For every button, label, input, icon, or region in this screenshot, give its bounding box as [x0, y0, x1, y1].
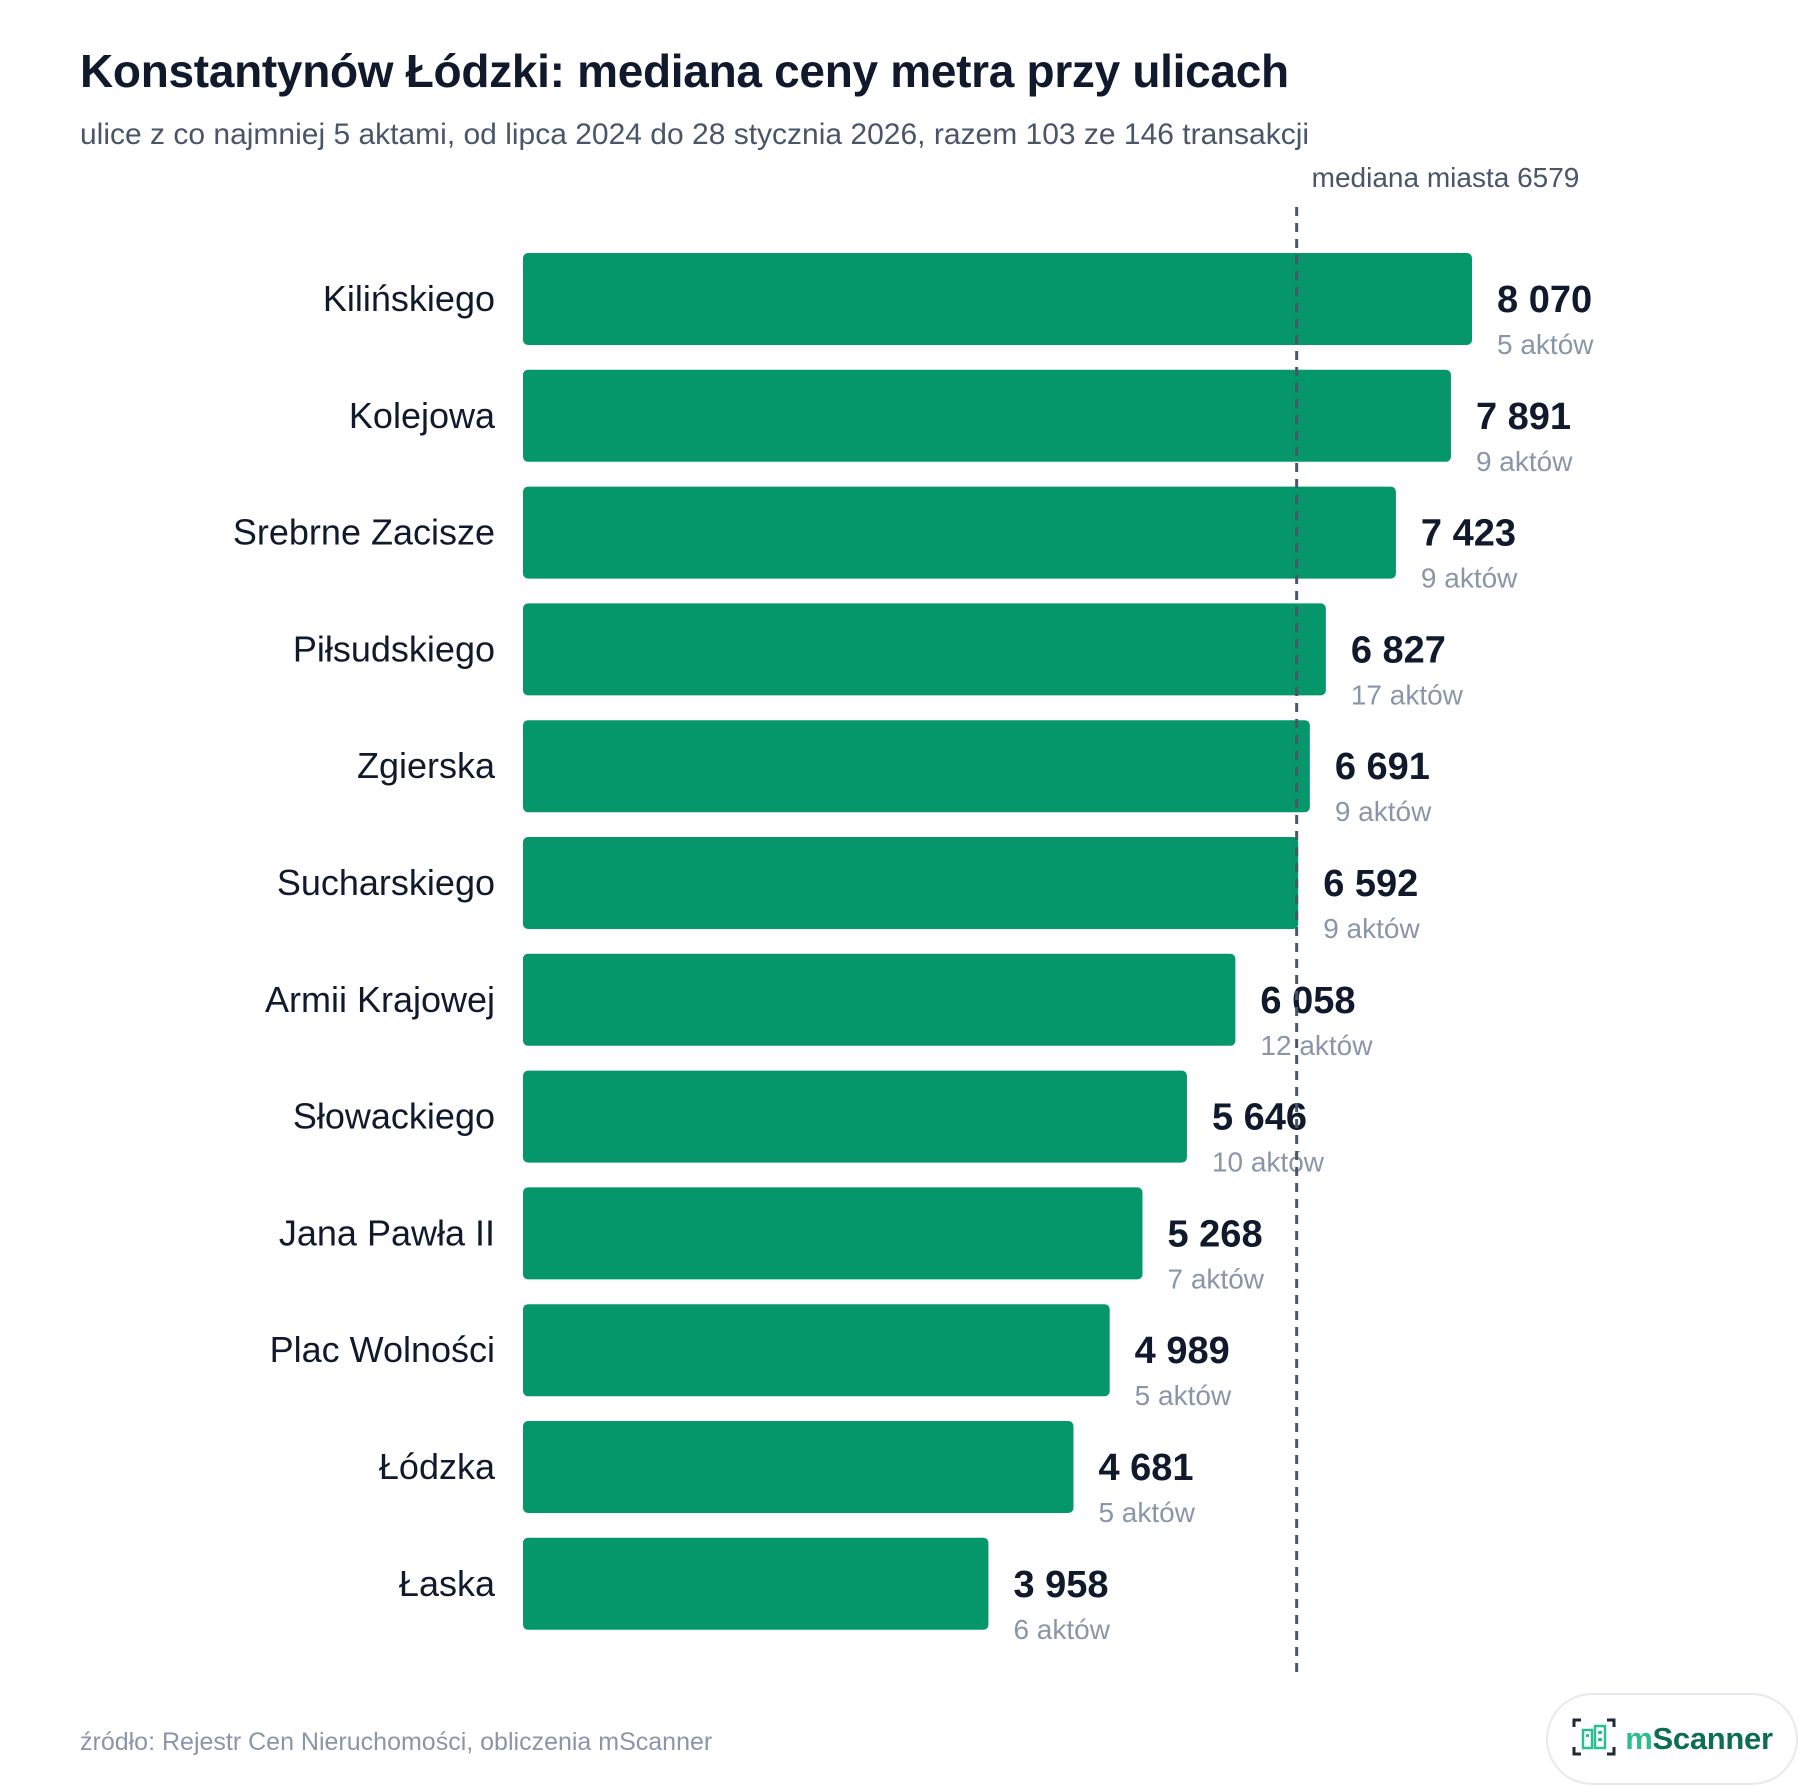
bar-8	[523, 1070, 1187, 1163]
value-label: 6 592	[1323, 863, 1418, 905]
source-note: źródło: Rejestr Cen Nieruchomości, oblic…	[80, 1728, 713, 1756]
count-label: 5 aktów	[1497, 329, 1594, 360]
value-label: 7 423	[1421, 513, 1516, 555]
bar-6	[523, 837, 1299, 929]
category-label: Jana Pawła II	[279, 1212, 495, 1253]
value-label: 8 070	[1497, 279, 1592, 321]
category-label: Armii Krajowej	[265, 979, 495, 1020]
count-label: 9 aktów	[1476, 446, 1573, 477]
category-label: Łódzka	[379, 1446, 496, 1487]
value-label: 7 891	[1476, 396, 1571, 438]
count-label: 5 aktów	[1098, 1497, 1195, 1528]
bar-10	[523, 1304, 1110, 1397]
bar-3	[523, 486, 1396, 579]
count-label: 10 aktów	[1212, 1147, 1325, 1178]
brand-badge: mScanner	[1546, 1693, 1798, 1785]
category-label: Plac Wolności	[270, 1329, 495, 1370]
count-label: 17 aktów	[1351, 679, 1464, 710]
category-label: Sucharskiego	[277, 862, 495, 903]
category-label: Kolejowa	[349, 395, 496, 436]
bar-2	[523, 369, 1451, 462]
count-label: 7 aktów	[1167, 1263, 1264, 1294]
category-label: Łaska	[399, 1563, 496, 1604]
value-label: 3 958	[1013, 1564, 1108, 1606]
value-label: 6 691	[1335, 746, 1430, 788]
bar-9	[523, 1187, 1143, 1280]
chart-title: Konstantynów Łódzki: mediana ceny metra …	[80, 45, 1289, 97]
value-label: 4 989	[1135, 1330, 1230, 1372]
value-label: 6 058	[1260, 980, 1355, 1022]
value-label: 5 268	[1167, 1213, 1262, 1255]
count-label: 9 aktów	[1421, 563, 1518, 594]
building-icon	[1571, 1717, 1617, 1762]
bar-11	[523, 1421, 1074, 1513]
bar-12	[523, 1537, 989, 1630]
count-label: 12 aktów	[1260, 1030, 1373, 1061]
category-label: Słowackiego	[293, 1096, 495, 1137]
count-label: 6 aktów	[1013, 1614, 1110, 1645]
bar-7	[523, 953, 1236, 1046]
brand-name-rest: Scanner	[1652, 1721, 1774, 1756]
bar-5	[523, 720, 1310, 813]
count-label: 9 aktów	[1335, 796, 1432, 827]
brand-name: mScanner	[1625, 1721, 1774, 1756]
count-label: 5 aktów	[1135, 1380, 1232, 1411]
value-label: 4 681	[1098, 1447, 1193, 1489]
category-label: Piłsudskiego	[293, 628, 495, 669]
count-label: 9 aktów	[1323, 913, 1420, 944]
value-label: 6 827	[1351, 629, 1446, 671]
chart-subtitle: ulice z co najmniej 5 aktami, od lipca 2…	[80, 118, 1310, 151]
value-label: 5 646	[1212, 1097, 1307, 1139]
category-label: Zgierska	[357, 745, 496, 786]
category-label: Kilińskiego	[323, 278, 495, 319]
category-label: Srebrne Zacisze	[233, 512, 495, 553]
median-reference-label: mediana miasta 6579	[1312, 162, 1580, 193]
bar-4	[523, 603, 1326, 696]
bar-1	[523, 253, 1472, 345]
